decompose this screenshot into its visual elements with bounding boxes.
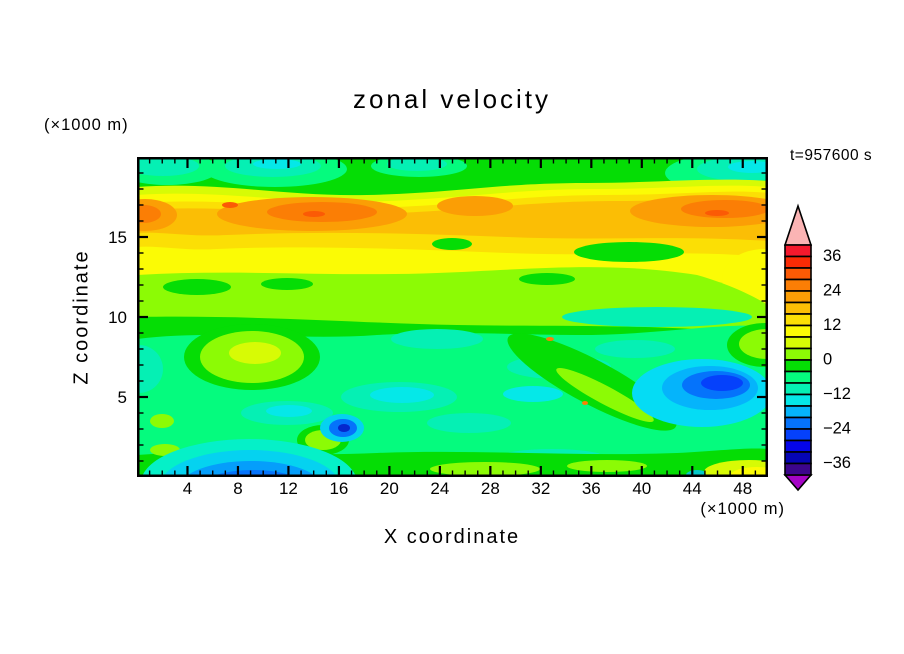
contour-plot-svg: [113, 151, 806, 527]
x-tick-label: 12: [278, 479, 298, 498]
plot-title: zonal velocity: [352, 84, 552, 114]
x-axis-title: X coordinate: [383, 526, 521, 548]
colorbar-tick-label: −36: [823, 454, 851, 472]
colorbar-tick-label: −12: [823, 385, 851, 403]
colorbar-tick-label: −24: [823, 419, 851, 437]
colorbar-tick-label: 36: [823, 247, 841, 265]
z-tick-label: 15: [108, 228, 127, 247]
colorbar-tick-label: 0: [823, 350, 832, 368]
x-tick-label: 48: [733, 479, 753, 498]
x-tick-label: 28: [480, 479, 500, 498]
x-tick-label: 44: [682, 479, 702, 498]
x-tick-label: 8: [233, 479, 243, 498]
z-tick-label: 10: [108, 308, 127, 327]
y-axis-units-label: (×1000 m): [44, 116, 129, 134]
x-tick-label: 16: [329, 479, 349, 498]
z-tick-label: 5: [117, 388, 127, 407]
x-tick-label: 32: [531, 479, 551, 498]
contour-plot: [113, 151, 806, 527]
x-tick-label: 24: [430, 479, 450, 498]
x-tick-label: 40: [632, 479, 652, 498]
timestamp-label: t=957600 s: [790, 147, 873, 164]
x-tick-label: 4: [182, 479, 193, 498]
x-tick-label: 20: [379, 479, 399, 498]
x-axis-units-label: (×1000 m): [700, 500, 785, 518]
x-tick-label: 36: [581, 479, 601, 498]
colorbar: 36 24 12 0 −12 −24 −36: [783, 203, 851, 492]
colorbar-tick-label: 12: [823, 316, 841, 334]
z-axis-title: Z coordinate: [70, 249, 93, 385]
colorbar-tick-label: 24: [823, 281, 841, 299]
